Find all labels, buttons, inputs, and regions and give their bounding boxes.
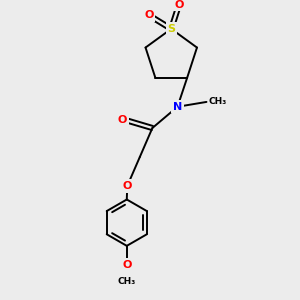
Text: O: O bbox=[123, 181, 132, 191]
Text: CH₃: CH₃ bbox=[208, 98, 226, 106]
Text: O: O bbox=[118, 115, 127, 125]
Text: O: O bbox=[122, 260, 131, 270]
Text: O: O bbox=[144, 10, 154, 20]
Text: S: S bbox=[167, 24, 175, 34]
Text: CH₃: CH₃ bbox=[118, 277, 136, 286]
Text: O: O bbox=[174, 0, 184, 10]
Text: N: N bbox=[173, 102, 182, 112]
